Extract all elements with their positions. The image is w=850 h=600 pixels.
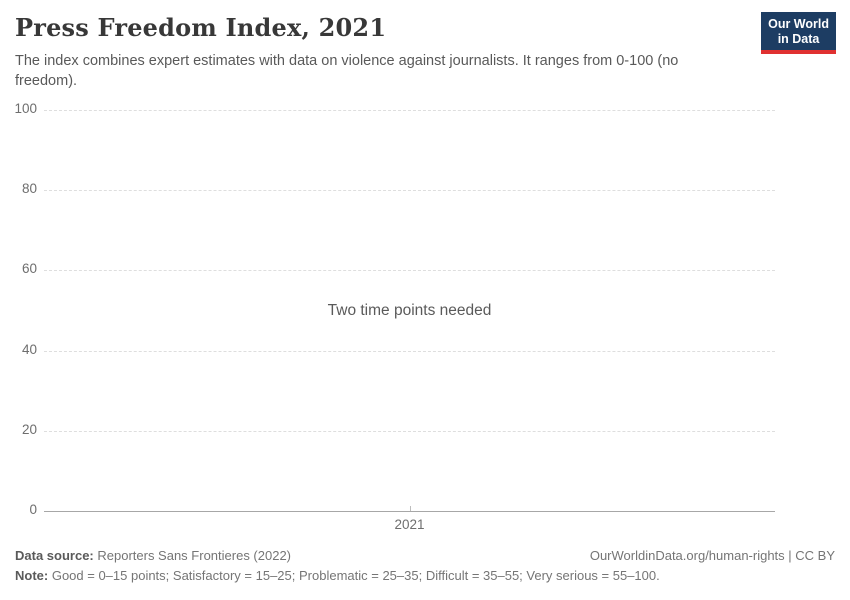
y-axis-tick-label: 20 xyxy=(21,421,37,437)
footer-license-link[interactable]: OurWorldinData.org/human-rights | CC BY xyxy=(589,548,835,563)
gridline-y-60 xyxy=(44,270,775,272)
datasource-label: Data source: xyxy=(15,548,94,563)
empty-chart-message: Two time points needed xyxy=(327,302,492,319)
y-axis-tick-label: 100 xyxy=(14,101,37,116)
gridline-y-100 xyxy=(44,110,775,111)
y-axis-tick-label: 80 xyxy=(21,181,37,197)
gridline-y-20 xyxy=(44,430,775,432)
gridline-y-80 xyxy=(44,190,775,192)
footer-note: Note: Good = 0–15 points; Satisfactory =… xyxy=(15,568,660,583)
y-axis-tick-label: 60 xyxy=(21,261,37,277)
x-axis-line xyxy=(44,511,775,512)
owid-logo-line1: Our World xyxy=(768,17,829,31)
owid-logo-line2: in Data xyxy=(777,32,820,46)
x-axis-tick-mark xyxy=(409,506,411,511)
page-title: Press Freedom Index, 2021 xyxy=(15,13,387,42)
note-label: Note: xyxy=(15,568,49,583)
owid-logo[interactable]: Our World in Data xyxy=(761,12,836,54)
x-axis-tick-label: 2021 xyxy=(394,517,425,532)
footer-datasource: Data source: Reporters Sans Frontieres (… xyxy=(15,548,291,563)
datasource-link[interactable]: Reporters Sans Frontieres (2022) xyxy=(93,548,292,563)
gridline-y-40 xyxy=(44,350,775,352)
y-axis-tick-label: 40 xyxy=(21,341,37,357)
chart-subtitle: The index combines expert estimates with… xyxy=(15,53,679,89)
y-axis-tick-label: 0 xyxy=(29,502,37,517)
note-text: Good = 0–15 points; Satisfactory = 15–25… xyxy=(48,568,660,583)
